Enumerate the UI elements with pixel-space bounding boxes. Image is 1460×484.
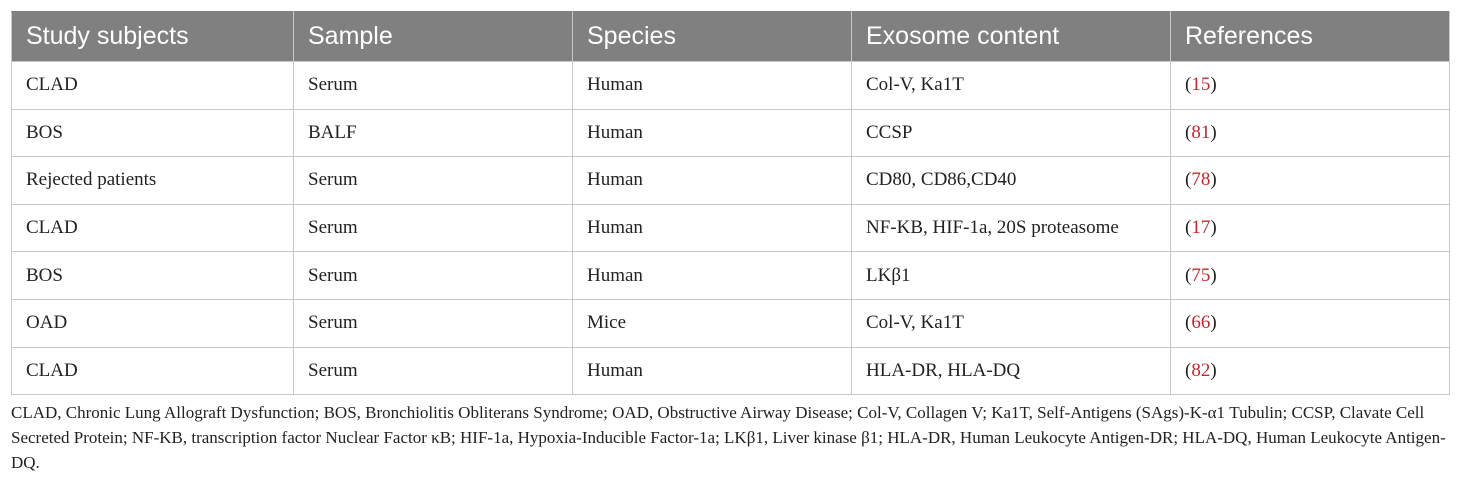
cell-exosome-content: CD80, CD86,CD40: [851, 156, 1171, 205]
cell-study-subject: OAD: [11, 298, 294, 348]
cell-exosome-content: Col-V, Ka1T: [851, 298, 1171, 348]
ref-close-paren: ): [1210, 217, 1217, 239]
header-exosome-content: Exosome content: [851, 11, 1171, 62]
header-species: Species: [572, 11, 852, 62]
cell-sample: Serum: [293, 251, 573, 300]
table-row: Rejected patients Serum Human CD80, CD86…: [11, 156, 1450, 205]
cell-reference: (81): [1170, 108, 1450, 158]
header-study-subjects: Study subjects: [11, 11, 294, 62]
cell-study-subject: BOS: [11, 108, 294, 158]
cell-species: Human: [572, 61, 852, 110]
ref-close-paren: ): [1210, 312, 1217, 334]
table-row: BOS Serum Human LKβ1 (75): [11, 251, 1450, 300]
cell-reference: (75): [1170, 251, 1450, 300]
cell-sample: Serum: [293, 203, 573, 253]
cell-exosome-content: Col-V, Ka1T: [851, 61, 1171, 110]
cell-sample: Serum: [293, 156, 573, 205]
ref-close-paren: ): [1210, 121, 1217, 143]
cell-species: Mice: [572, 298, 852, 348]
table-header-row: Study subjects Sample Species Exosome co…: [11, 11, 1450, 62]
cell-sample: Serum: [293, 346, 573, 396]
table-row: OAD Serum Mice Col-V, Ka1T (66): [11, 298, 1450, 348]
cell-study-subject: BOS: [11, 251, 294, 300]
cell-species: Human: [572, 251, 852, 300]
ref-close-paren: ): [1210, 74, 1217, 96]
cell-reference: (17): [1170, 203, 1450, 253]
cell-reference: (78): [1170, 156, 1450, 205]
ref-close-paren: ): [1210, 264, 1217, 286]
ref-open-paren: (: [1185, 264, 1192, 286]
table-row: BOS BALF Human CCSP (81): [11, 108, 1450, 158]
reference-link[interactable]: 15: [1191, 74, 1211, 96]
cell-sample: BALF: [293, 108, 573, 158]
table-row: CLAD Serum Human Col-V, Ka1T (15): [11, 61, 1450, 110]
ref-open-paren: (: [1185, 74, 1192, 96]
cell-species: Human: [572, 108, 852, 158]
reference-link[interactable]: 78: [1191, 169, 1211, 191]
header-sample: Sample: [293, 11, 573, 62]
cell-study-subject: CLAD: [11, 203, 294, 253]
cell-sample: Serum: [293, 61, 573, 110]
cell-reference: (82): [1170, 346, 1450, 396]
cell-reference: (15): [1170, 61, 1450, 110]
header-references: References: [1170, 11, 1450, 62]
reference-link[interactable]: 17: [1191, 217, 1211, 239]
ref-open-paren: (: [1185, 121, 1192, 143]
exosome-table-container: Study subjects Sample Species Exosome co…: [11, 11, 1450, 396]
exosome-table: Study subjects Sample Species Exosome co…: [11, 11, 1450, 396]
cell-exosome-content: LKβ1: [851, 251, 1171, 300]
ref-close-paren: ): [1210, 359, 1217, 381]
table-row: CLAD Serum Human NF-KB, HIF-1a, 20S prot…: [11, 203, 1450, 253]
ref-open-paren: (: [1185, 169, 1192, 191]
cell-exosome-content: CCSP: [851, 108, 1171, 158]
reference-link[interactable]: 66: [1191, 312, 1211, 334]
cell-reference: (66): [1170, 298, 1450, 348]
cell-study-subject: CLAD: [11, 346, 294, 396]
cell-species: Human: [572, 346, 852, 396]
cell-exosome-content: HLA-DR, HLA-DQ: [851, 346, 1171, 396]
cell-exosome-content: NF-KB, HIF-1a, 20S proteasome: [851, 203, 1171, 253]
cell-study-subject: Rejected patients: [11, 156, 294, 205]
cell-sample: Serum: [293, 298, 573, 348]
ref-close-paren: ): [1210, 169, 1217, 191]
cell-study-subject: CLAD: [11, 61, 294, 110]
table-row: CLAD Serum Human HLA-DR, HLA-DQ (82): [11, 346, 1450, 396]
reference-link[interactable]: 82: [1191, 359, 1211, 381]
ref-open-paren: (: [1185, 217, 1192, 239]
ref-open-paren: (: [1185, 312, 1192, 334]
cell-species: Human: [572, 156, 852, 205]
ref-open-paren: (: [1185, 359, 1192, 381]
table-footnote: CLAD, Chronic Lung Allograft Dysfunction…: [11, 403, 1446, 472]
reference-link[interactable]: 81: [1191, 121, 1211, 143]
cell-species: Human: [572, 203, 852, 253]
reference-link[interactable]: 75: [1191, 264, 1211, 286]
